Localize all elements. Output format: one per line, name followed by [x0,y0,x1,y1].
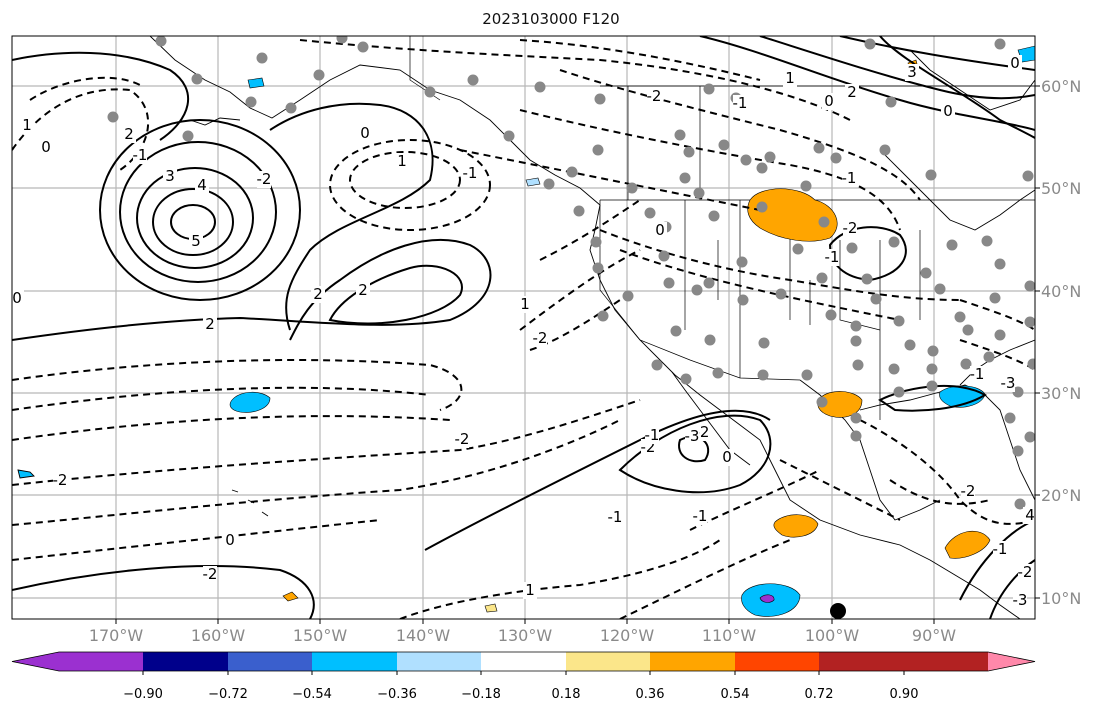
contour-label: -1 [608,508,623,526]
contour-label: -1 [645,426,660,444]
contour-label: 0 [360,124,370,142]
contour-label: -2 [455,430,470,448]
lon-tick: 170°W [89,626,144,645]
contour-label: 3 [907,63,917,81]
lat-tick: 10°N [1041,589,1081,608]
colorbar-segment [735,652,820,671]
colorbar-segment [650,652,736,671]
colorbar-label: −0.90 [123,687,163,702]
colorbar-arrow-low [12,652,59,671]
contour-label: 1 [397,152,407,170]
colorbar-segment [481,652,567,671]
station-dots [107,36,1035,510]
colorbar-segment [819,652,905,671]
map-title: 2023103000 F120 [482,10,620,28]
contour-label: -1 [970,365,985,383]
colorbar-arrow-high [988,652,1035,671]
shading [229,45,1035,617]
colorbar-segment [904,652,989,671]
colorbar-label: −0.36 [377,687,417,702]
colorbar-segment [566,652,651,671]
contour-label: -2 [647,87,662,105]
contour-label: 4 [1025,506,1035,524]
colorbar-segment [312,652,398,671]
lon-tick: 100°W [805,626,860,645]
contour-label: -1 [733,94,748,112]
contour-label: 0 [225,531,235,549]
colorbar-label: −0.72 [208,687,248,702]
contour-label: 0 [824,92,834,110]
contour-label: -2 [843,219,858,237]
contour-label: 3 [165,167,175,185]
colorbar-label: 0.90 [890,687,919,702]
contour-label: 2 [358,281,368,299]
contour-label: 0 [41,138,51,156]
colorbar-label: 0.18 [552,687,581,702]
contour-label: -1 [825,248,840,266]
contour-label: -2 [203,565,218,583]
colorbar-label: 0.54 [721,687,750,702]
contour-label: -1 [693,507,708,525]
colorbar-label: −0.54 [292,687,332,702]
lon-tick: 130°W [498,626,553,645]
colorbar-segment [228,652,313,671]
contour-label: 0 [12,289,22,307]
contour-label: -2 [1018,563,1033,581]
colorbar-segment [143,652,229,671]
lon-tick: 150°W [293,626,348,645]
contour-label: -3 [1001,374,1016,392]
colorbar-segment [397,652,482,671]
colorbar: −0.90 −0.72 −0.54 −0.36 −0.18 0.18 0.36 … [11,651,1036,702]
lon-tick: 160°W [191,626,246,645]
contour-label: 2 [847,83,857,101]
contour-label: 0 [722,448,732,466]
colorbar-label: −0.18 [461,687,501,702]
colorbar-label: 0.72 [805,687,834,702]
contour-label: -3 [1013,591,1028,609]
contour-label: 0 [655,221,665,239]
contour-label: -1 [842,169,857,187]
contour-label: 4 [197,176,207,194]
lat-tick: 60°N [1041,77,1081,96]
contour-label: 0 [1010,54,1020,72]
lat-tick: 40°N [1041,282,1081,301]
contour-label: -2 [53,471,68,489]
contour-label: -2 [961,482,976,500]
contour-label: 2 [205,315,215,333]
contour-label: -1 [463,164,478,182]
lon-tick: 90°W [912,626,956,645]
contour-label: 1 [22,116,32,134]
contour-label: 2 [313,285,323,303]
lat-axis: 60°N 50°N 40°N 30°N 20°N 10°N [1035,77,1081,608]
contour-label: 1 [520,295,530,313]
lon-tick: 110°W [702,626,757,645]
dashed-contours [12,39,1035,619]
colorbar-segment [59,652,144,671]
lat-tick: 30°N [1041,384,1081,403]
contour-label: -2 [533,329,548,347]
contour-label: -1 [993,540,1008,558]
contour-label: 2 [124,125,134,143]
lat-tick: 50°N [1041,179,1081,198]
black-marker [830,603,846,619]
contour-label: -3 [685,427,700,445]
colorbar-label: 0.36 [636,687,665,702]
contour-label: -1 [133,146,148,164]
lon-tick: 140°W [396,626,451,645]
contour-label: -2 [257,170,272,188]
contour-label: 1 [785,69,795,87]
lon-axis: 170°W 160°W 150°W 140°W 130°W 120°W 110°… [89,619,956,645]
lat-tick: 20°N [1041,486,1081,505]
contour-label: 1 [525,581,535,599]
lon-tick: 120°W [600,626,655,645]
contour-label: 5 [191,232,201,250]
contour-label: 0 [943,102,953,120]
